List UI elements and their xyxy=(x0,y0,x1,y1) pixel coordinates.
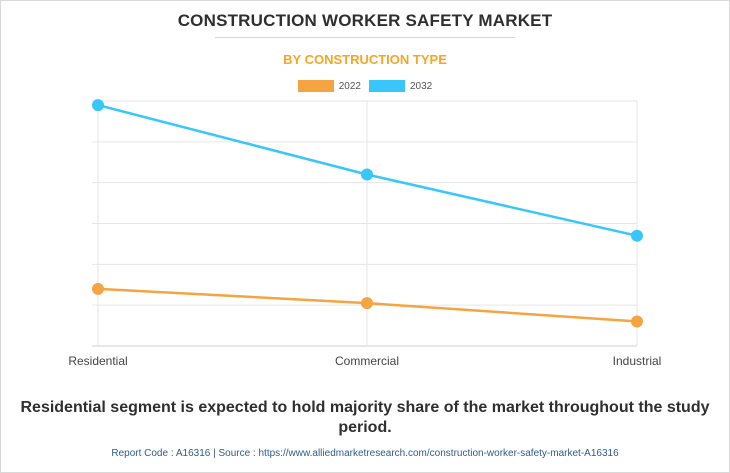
chart-subtitle: BY CONSTRUCTION TYPE xyxy=(283,52,447,67)
data-point-2022 xyxy=(92,282,104,295)
chart-caption: Residential segment is expected to hold … xyxy=(20,399,710,436)
legend-label-2032: 2032 xyxy=(410,80,433,92)
source-footer[interactable]: Report Code : A16316 | Source : https://… xyxy=(111,448,619,459)
legend-swatch-2022 xyxy=(297,80,334,92)
legend-item-2032[interactable]: 2032 xyxy=(369,80,432,92)
data-point-2022 xyxy=(361,297,373,310)
chart-title: CONSTRUCTION WORKER SAFETY MARKET xyxy=(177,11,553,30)
x-tick-label: Residential xyxy=(68,354,127,368)
title-divider xyxy=(215,37,515,38)
data-point-2032 xyxy=(361,168,373,181)
data-point-2032 xyxy=(631,229,643,242)
legend-swatch-2032 xyxy=(369,80,405,92)
legend: 2022 2032 xyxy=(0,80,730,92)
data-point-2032 xyxy=(92,99,104,112)
x-tick-label: Industrial xyxy=(613,354,662,368)
data-point-2022 xyxy=(631,315,643,328)
legend-item-2022[interactable]: 2022 xyxy=(297,80,361,92)
x-tick-label: Commercial xyxy=(335,354,399,368)
legend-label-2022: 2022 xyxy=(338,80,361,92)
